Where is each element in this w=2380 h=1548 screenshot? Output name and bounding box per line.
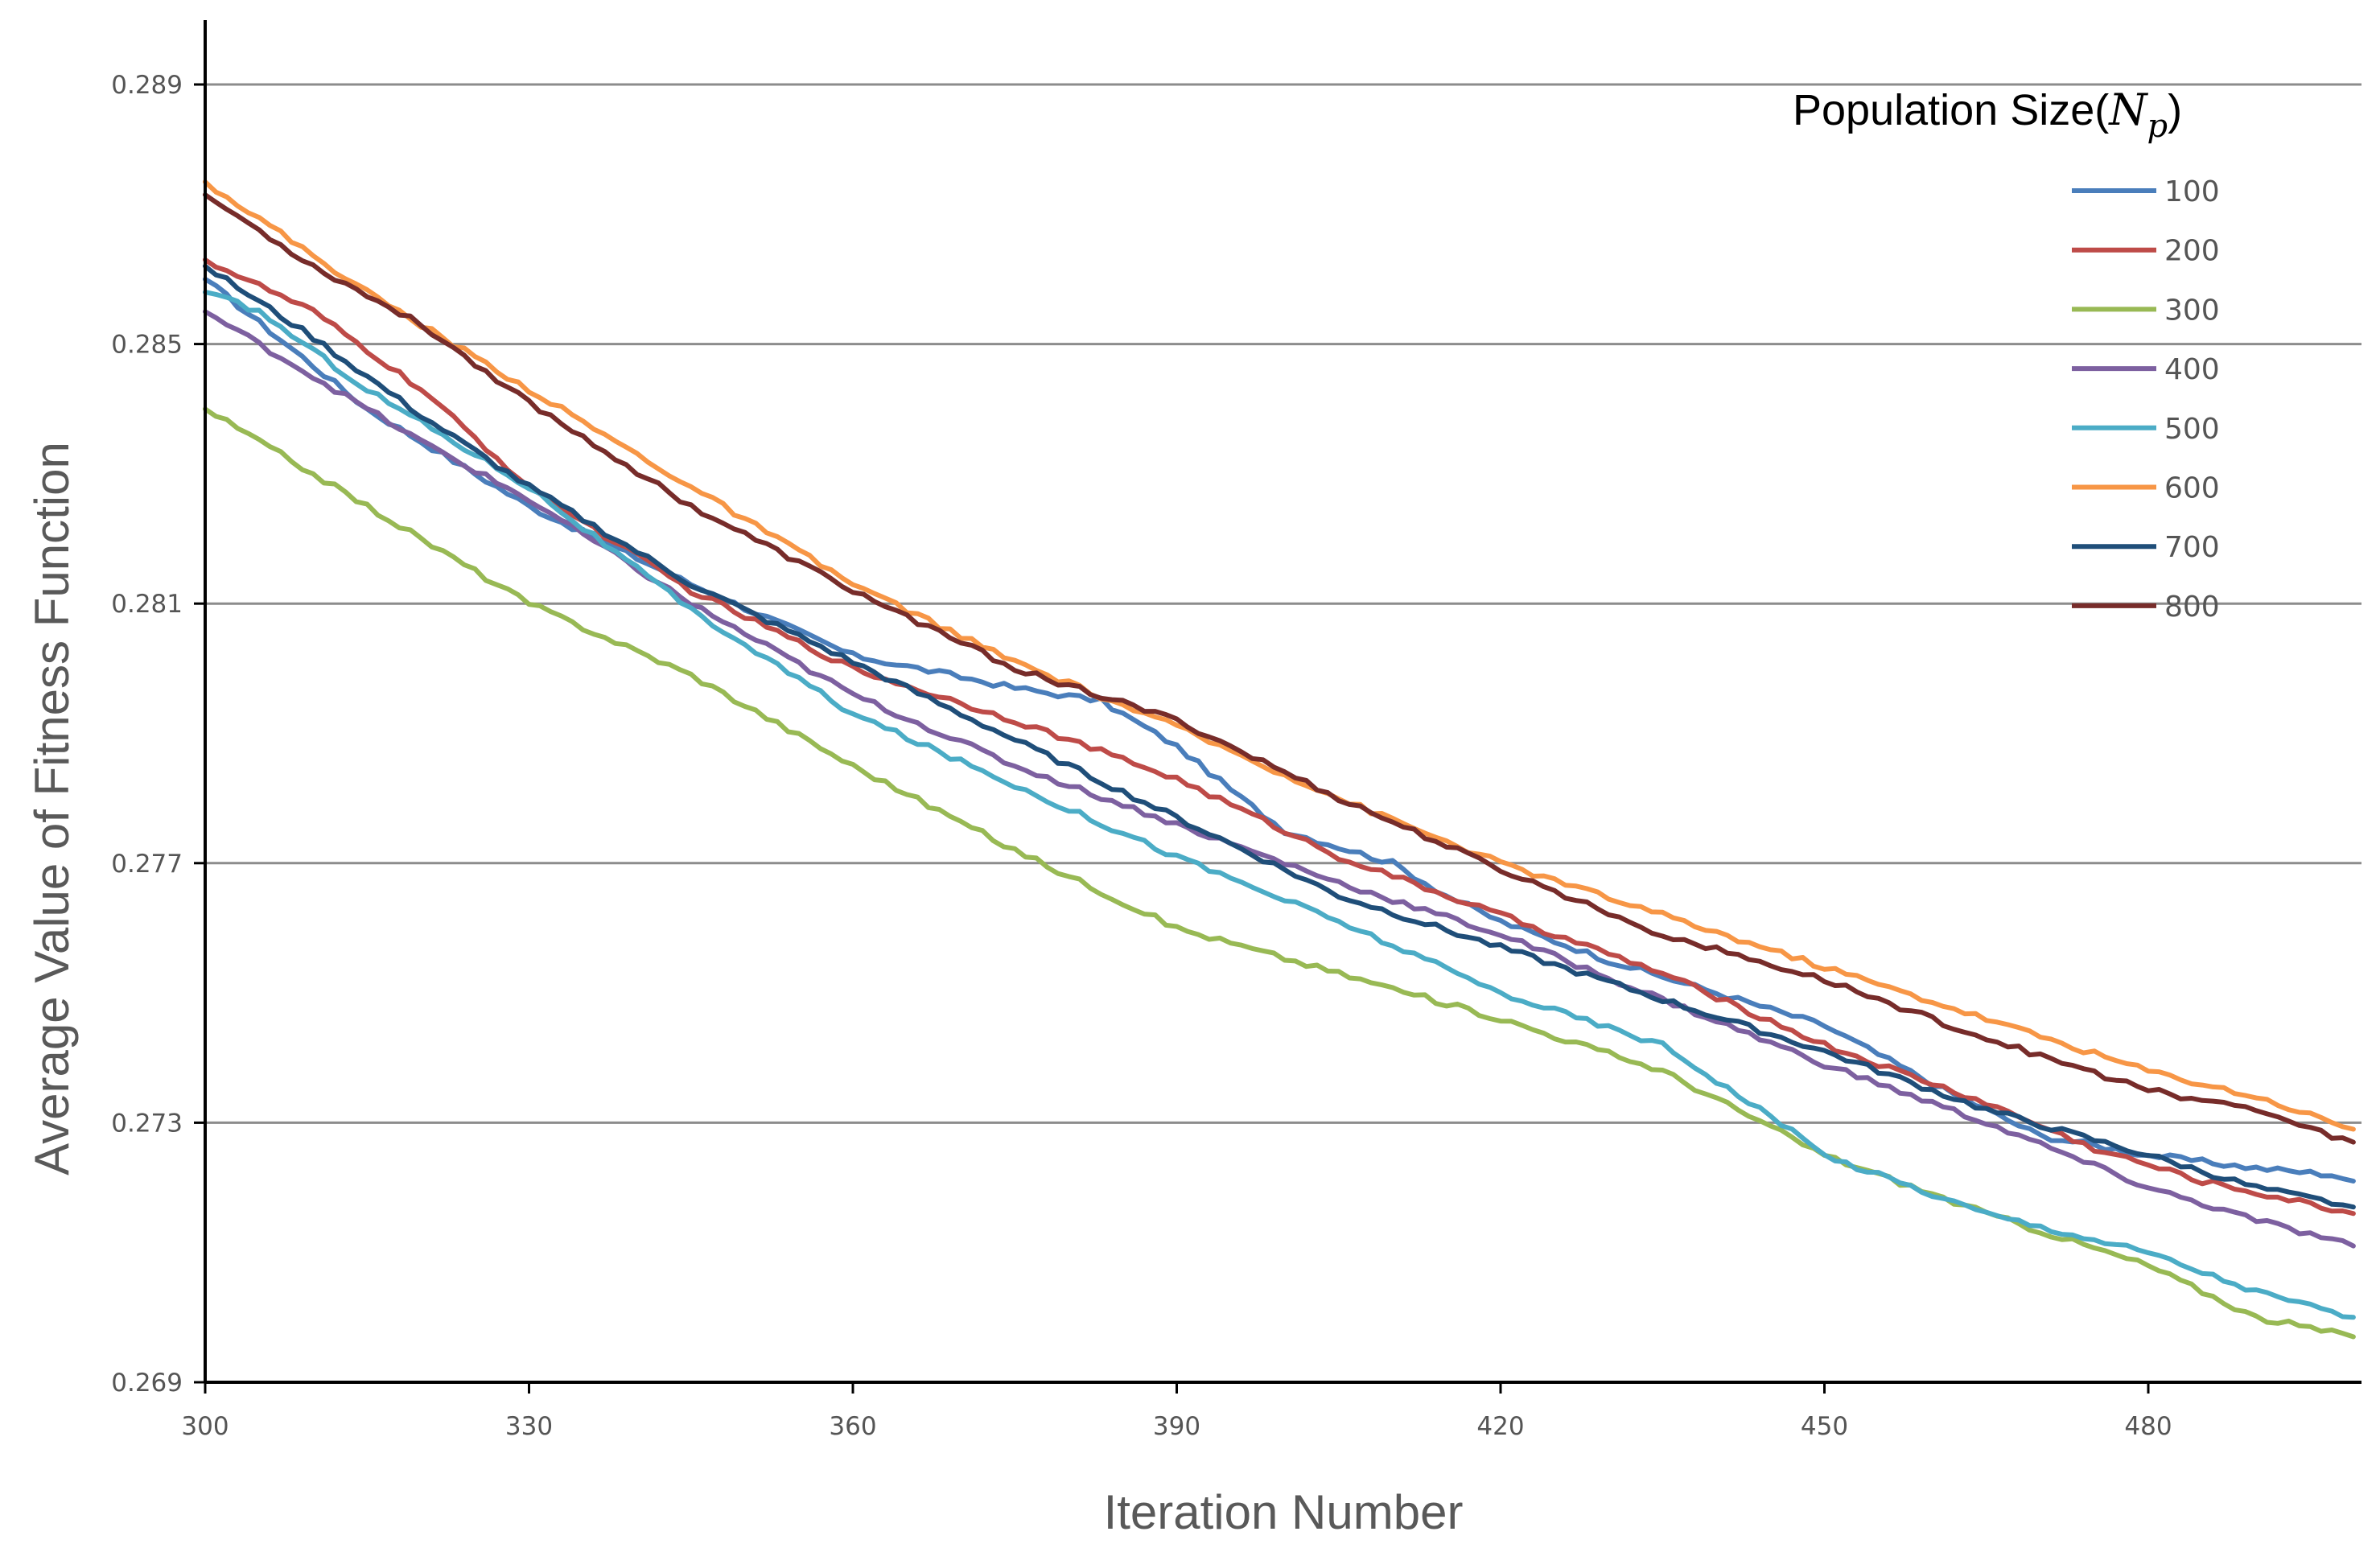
series-line-700 xyxy=(203,263,2356,1210)
gridlines xyxy=(205,83,2361,1124)
x-tick-label: 330 xyxy=(505,1412,553,1441)
legend-label-200: 200 xyxy=(2164,235,2220,268)
y-tick-label: 0.277 xyxy=(111,850,183,879)
legend-label-100: 100 xyxy=(2164,175,2220,208)
series-line-200 xyxy=(203,257,2356,1217)
x-tick-label: 450 xyxy=(1801,1412,1848,1441)
y-tick-label: 0.289 xyxy=(111,71,183,100)
legend-title-subscript: p xyxy=(2147,108,2168,145)
series-line-800 xyxy=(203,192,2356,1145)
series-line-100 xyxy=(203,277,2356,1184)
legend-label-300: 300 xyxy=(2164,294,2220,327)
x-tick-label: 300 xyxy=(181,1412,229,1441)
x-tick-label: 360 xyxy=(829,1412,876,1441)
y-axis-title: Average Value of Fitness Function xyxy=(25,442,79,1175)
legend-label-400: 400 xyxy=(2164,353,2220,386)
series-line-500 xyxy=(203,290,2356,1320)
y-tick-label: 0.269 xyxy=(111,1369,183,1398)
legend-label-600: 600 xyxy=(2164,472,2220,505)
axes xyxy=(204,20,2361,1384)
legend-items: 100 200 300 400 500 600 700 800 xyxy=(2072,175,2220,624)
x-tick-label: 420 xyxy=(1476,1412,1524,1441)
legend: Population Size(Np) 100 200 300 400 500 600 70… xyxy=(1793,84,2220,624)
legend-label-800: 800 xyxy=(2164,591,2220,624)
legend-title: Population Size(Np) xyxy=(1793,84,2182,145)
y-tick-label: 0.285 xyxy=(111,331,183,360)
x-tick-label: 480 xyxy=(2124,1412,2172,1441)
x-axis-title: Iteration Number xyxy=(1104,1485,1464,1539)
x-tick-label: 390 xyxy=(1153,1412,1200,1441)
series-line-400 xyxy=(203,309,2356,1249)
y-ticks: 0.269 0.273 0.277 0.281 0.285 0.289 xyxy=(111,71,205,1398)
legend-title-prefix: Population Size( xyxy=(1793,86,2109,134)
series-lines xyxy=(203,179,2356,1340)
legend-title-symbol: N xyxy=(2107,84,2148,135)
x-ticks: 300 330 360 390 420 450 480 xyxy=(181,1382,2172,1441)
y-tick-label: 0.281 xyxy=(111,590,183,619)
legend-label-700: 700 xyxy=(2164,531,2220,564)
series-line-300 xyxy=(203,406,2356,1340)
legend-label-500: 500 xyxy=(2164,413,2220,446)
series-line-600 xyxy=(203,179,2356,1132)
legend-title-suffix: ) xyxy=(2168,86,2182,134)
y-tick-label: 0.273 xyxy=(111,1109,183,1138)
